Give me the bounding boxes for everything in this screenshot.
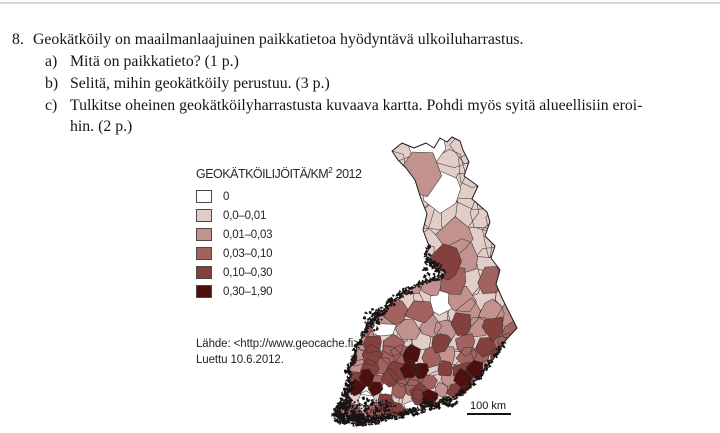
legend-label: 0 [223,190,230,203]
legend-swatch-class-2 [196,228,212,242]
legend-label: 0,03–0,10 [223,247,273,260]
legend-rows: 0 0,0–0,01 0,01–0,03 0,03–0,10 0,10–0,30… [196,190,361,299]
legend-label: 0,0–0,01 [223,209,267,222]
archipelago-coastline [331,244,507,428]
source-line-2: Luettu 10.6.2012. [196,354,284,366]
legend-swatch-class-1 [196,209,212,223]
legend-row: 0,03–0,10 [196,247,361,261]
legend-row: 0,30–1,90 [196,285,361,299]
legend-title-text: GEOKÄTKÖILIJÖITÄ/KM [196,167,329,182]
question-item-b-label: b) [45,75,59,92]
legend-swatch-class-5 [196,285,212,299]
question-item-c-label: c) [45,97,58,114]
question-number: 8. [12,31,24,48]
question-item-a-text: Mitä on paikkatieto? (1 p.) [70,53,239,70]
map-legend: GEOKÄTKÖILIJÖITÄ/KM2 2012 0 0,0–0,01 0,01… [196,166,362,304]
legend-title: GEOKÄTKÖILIJÖITÄ/KM2 2012 [196,166,362,182]
scale-bar: 100 km [467,400,511,415]
legend-row: 0 [196,190,361,204]
scan-edge-line [0,2,720,4]
question-item-a-label: a) [45,53,58,70]
legend-swatch-class-3 [196,247,212,261]
question-intro: Geokätköily on maailmanlaajuinen paikkat… [33,31,524,48]
scale-bar-label: 100 km [470,400,507,412]
legend-swatch-class-0 [196,190,212,204]
legend-label: 0,10–0,30 [223,266,273,279]
legend-title-year: 2012 [335,167,362,182]
map-source-note: Lähde: <http://www.geocache.fi>. Luettu … [196,336,363,368]
question-item-c-text: Tulkitse oheinen geokätköilyharrastusta … [70,97,643,114]
scale-bar-line [467,413,511,415]
legend-row: 0,01–0,03 [196,228,361,242]
source-line-1: Lähde: <http://www.geocache.fi>. [196,338,363,350]
legend-label: 0,30–1,90 [223,285,273,298]
legend-row: 0,0–0,01 [196,209,361,223]
legend-row: 0,10–0,30 [196,266,361,280]
finland-choropleth-map [331,136,518,428]
legend-title-superscript: 2 [328,166,333,175]
question-item-c-text-line2: hin. (2 p.) [70,118,133,135]
question-item-b-text: Selitä, mihin geokätköily perustuu. (3 p… [70,75,330,92]
legend-label: 0,01–0,03 [223,228,273,241]
legend-swatch-class-4 [196,266,212,280]
